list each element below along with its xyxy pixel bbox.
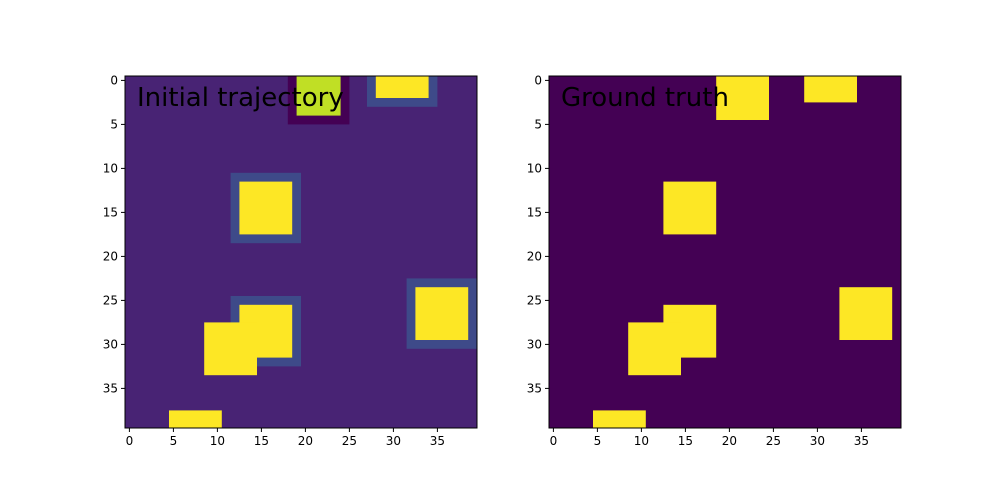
- x-tick-label: 15: [678, 434, 693, 448]
- heatmap-background: [549, 76, 901, 428]
- x-tick-label: 5: [594, 434, 602, 448]
- panel-title: Initial trajectory: [137, 83, 344, 113]
- heatmap-cell-block: [663, 181, 717, 235]
- y-tick-label: 25: [527, 293, 542, 307]
- y-tick-label: 25: [103, 293, 118, 307]
- x-tick-label: 35: [430, 434, 445, 448]
- x-tick-label: 20: [298, 434, 313, 448]
- heatmap-cell-block: [375, 76, 429, 98]
- x-tick-label: 10: [210, 434, 225, 448]
- panel-ground-truth: 0 5 10 15 20 25 30 35 0 5 10 15 20 25 30 35 Ground trut…: [527, 73, 902, 448]
- x-tick-label: 25: [342, 434, 357, 448]
- heatmap-cell-block: [204, 322, 257, 376]
- axis-ticks: 0 5 10 15 20 25 30 35 0 5 10 15 20 25 30 35: [527, 73, 869, 448]
- y-tick-label: 5: [534, 117, 542, 131]
- heatmap-cell-block: [593, 410, 646, 428]
- axes-frame: [124, 75, 478, 429]
- heatmap-cell-block: [804, 76, 857, 103]
- y-tick-label: 0: [110, 73, 118, 87]
- axes-frame: [548, 75, 902, 429]
- y-tick-label: 30: [527, 337, 542, 351]
- axis-ticks: 0 5 10 15 20 25 30 35 0 5 10 15 20 25 30 35: [103, 73, 445, 448]
- y-tick-label: 0: [534, 73, 542, 87]
- y-tick-label: 5: [110, 117, 118, 131]
- x-tick-label: 25: [766, 434, 781, 448]
- heatmap-ground-truth: [549, 76, 901, 428]
- heatmap-cell-block: [839, 287, 893, 340]
- y-tick-label: 20: [103, 249, 118, 263]
- x-tick-label: 10: [634, 434, 649, 448]
- y-tick-label: 10: [103, 161, 118, 175]
- heatmap-cell-partial: [296, 76, 341, 116]
- x-tick-label: 5: [170, 434, 178, 448]
- panel-initial-trajectory: 0 5 10 15 20 25 30 35 0 5 10 15 20 25 30 35 Initial tra…: [103, 73, 478, 448]
- panel-title: Ground truth: [561, 83, 729, 113]
- x-tick-label: 15: [254, 434, 269, 448]
- x-tick-label: 20: [722, 434, 737, 448]
- y-tick-label: 20: [527, 249, 542, 263]
- heatmap-cell-block: [628, 322, 681, 376]
- x-tick-label: 30: [386, 434, 401, 448]
- heatmap-background: [125, 76, 477, 428]
- heatmap-cell-block: [169, 410, 222, 428]
- heatmap-initial-trajectory: [125, 76, 477, 428]
- x-tick-label: 30: [810, 434, 825, 448]
- y-tick-label: 35: [527, 381, 542, 395]
- x-tick-label: 0: [550, 434, 558, 448]
- heatmap-cell-block: [239, 181, 293, 235]
- y-tick-label: 30: [103, 337, 118, 351]
- x-tick-label: 35: [854, 434, 869, 448]
- heatmap-cell-block: [415, 287, 469, 340]
- y-tick-label: 35: [103, 381, 118, 395]
- y-tick-label: 15: [527, 205, 542, 219]
- x-tick-label: 0: [126, 434, 134, 448]
- y-tick-label: 15: [103, 205, 118, 219]
- y-tick-label: 10: [527, 161, 542, 175]
- heatmap-cell-block: [716, 76, 769, 120]
